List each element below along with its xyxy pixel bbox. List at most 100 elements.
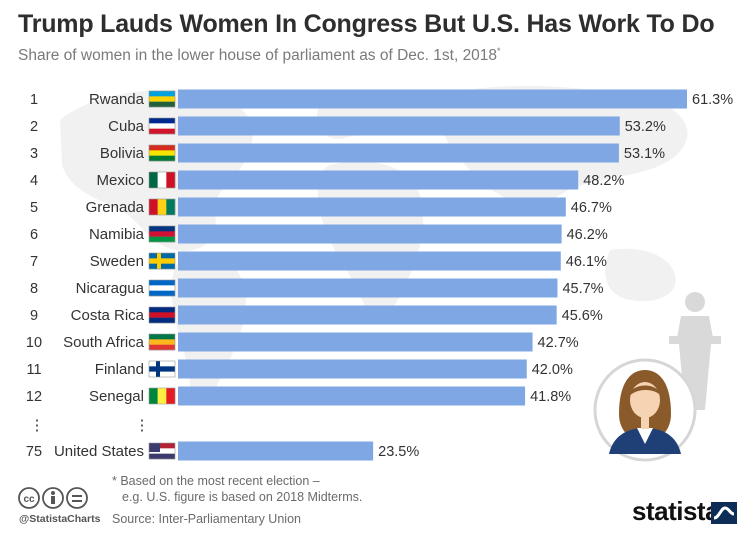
bar-row: 8 Nicaragua 45.7% bbox=[30, 278, 604, 298]
rank-label: 10 bbox=[26, 335, 42, 351]
flag-stripe bbox=[149, 317, 175, 324]
country-label: United States bbox=[54, 443, 144, 460]
flag-stripe bbox=[149, 91, 175, 97]
value-label: 61.3% bbox=[692, 92, 733, 108]
flag-border bbox=[148, 333, 176, 351]
value-label: 23.5% bbox=[378, 444, 419, 460]
bar-row: 11 Finland 42.0% bbox=[26, 359, 573, 379]
flag-stripe bbox=[157, 199, 167, 215]
flag-icon bbox=[148, 225, 176, 243]
flag-stripe bbox=[149, 155, 175, 162]
country-label: Nicaragua bbox=[76, 280, 145, 297]
rank-label: 6 bbox=[30, 227, 38, 243]
bar bbox=[178, 143, 619, 163]
country-label: Senegal bbox=[89, 388, 144, 405]
flag-stripe bbox=[149, 263, 175, 270]
value-label: 41.8% bbox=[530, 389, 571, 405]
flag-icon bbox=[148, 333, 176, 351]
flag-stripe bbox=[149, 231, 175, 237]
bar-row: 3 Bolivia 53.1% bbox=[30, 143, 665, 163]
bar bbox=[178, 441, 374, 461]
bar-row: 9 Costa Rica 45.6% bbox=[30, 305, 603, 325]
flag-border bbox=[148, 171, 176, 189]
chart-title: Trump Lauds Women In Congress But U.S. H… bbox=[18, 10, 715, 38]
flag-stripe bbox=[149, 339, 175, 345]
flag-icon bbox=[148, 387, 176, 405]
flag-stripe bbox=[149, 290, 175, 297]
country-label: Sweden bbox=[90, 253, 144, 270]
value-label: 45.6% bbox=[562, 308, 603, 324]
flag-stripe bbox=[157, 172, 167, 188]
bar bbox=[178, 278, 558, 298]
flag-stripe bbox=[149, 361, 175, 367]
flag-stripe bbox=[149, 312, 175, 318]
twitter-handle[interactable]: @StatistaCharts bbox=[19, 513, 101, 525]
value-label: 45.7% bbox=[562, 281, 603, 297]
flag-stripe bbox=[149, 118, 175, 124]
bar bbox=[178, 116, 620, 136]
chart-subtitle: Share of women in the lower house of par… bbox=[18, 46, 501, 65]
flag-stripe bbox=[149, 366, 175, 372]
flag-stripe bbox=[149, 443, 175, 449]
license-icons[interactable]: cc bbox=[18, 487, 98, 511]
bar bbox=[178, 386, 526, 406]
rank-label: 9 bbox=[30, 308, 38, 324]
flag-stripe bbox=[166, 172, 176, 188]
flag-border bbox=[148, 442, 176, 460]
value-label: 46.7% bbox=[571, 200, 612, 216]
bar-row: 10 South Africa 42.7% bbox=[26, 332, 579, 352]
flag-stripe bbox=[149, 259, 175, 263]
subtitle-footnote-mark: * bbox=[497, 46, 501, 56]
rank-label: 2 bbox=[30, 119, 38, 135]
flag-stripe bbox=[149, 172, 158, 188]
flag-stripe bbox=[149, 145, 175, 151]
bar bbox=[178, 359, 527, 379]
rank-label: 4 bbox=[30, 173, 38, 189]
value-label: 48.2% bbox=[583, 173, 624, 189]
bar-rows: 1 Rwanda 61.3% 2 Cuba 53.2% 3 Bolivia 53.1% 4 Mexi… bbox=[26, 89, 733, 461]
bar bbox=[178, 305, 557, 325]
flag-stripe bbox=[149, 307, 175, 313]
bar-chart: 1 Rwanda 61.3% 2 Cuba 53.2% 3 Bolivia 53.1% 4 Mexi… bbox=[26, 85, 733, 461]
flag-stripe bbox=[166, 199, 176, 215]
statista-logo[interactable]: statista bbox=[632, 496, 720, 526]
flag-border bbox=[148, 360, 176, 378]
rank-label: 1 bbox=[30, 92, 38, 108]
by-icon[interactable] bbox=[42, 487, 64, 509]
footnote-line-1: * Based on the most recent election – bbox=[112, 474, 320, 488]
illustration bbox=[593, 292, 721, 462]
flag-border bbox=[148, 144, 176, 162]
flag-stripe bbox=[149, 96, 175, 102]
bar-row: 1 Rwanda 61.3% bbox=[30, 89, 733, 109]
rank-label: 3 bbox=[30, 146, 38, 162]
bar-row: 75 United States 23.5% bbox=[26, 441, 419, 461]
bar-row: 6 Namibia 46.2% bbox=[30, 224, 608, 244]
bar bbox=[178, 89, 687, 109]
equals-icon[interactable] bbox=[66, 487, 88, 509]
country-label: Grenada bbox=[86, 199, 145, 216]
country-label: Costa Rica bbox=[71, 307, 145, 324]
flag-stripe bbox=[166, 388, 176, 404]
flag-icon bbox=[148, 252, 176, 270]
flag-stripe bbox=[149, 199, 158, 215]
bar-row: 2 Cuba 53.2% bbox=[30, 116, 666, 136]
flag-icon bbox=[148, 171, 176, 189]
bar bbox=[178, 332, 533, 352]
flag-stripe bbox=[149, 443, 160, 452]
woman-avatar-icon bbox=[593, 358, 697, 462]
flag-icon bbox=[148, 360, 176, 378]
flag-stripe bbox=[149, 285, 175, 291]
country-label: Finland bbox=[95, 361, 144, 378]
flag-icon bbox=[148, 198, 176, 216]
bar-row: 7 Sweden 46.1% bbox=[30, 251, 607, 271]
flag-icon bbox=[148, 306, 176, 324]
bar bbox=[178, 251, 561, 271]
cc-icon[interactable]: cc bbox=[18, 487, 40, 509]
value-label: 46.2% bbox=[567, 227, 608, 243]
country-label: Mexico bbox=[96, 172, 144, 189]
flag-stripe bbox=[156, 361, 160, 377]
flag-stripe bbox=[157, 388, 167, 404]
source-note: Source: Inter-Parliamentary Union bbox=[112, 512, 301, 526]
flag-border bbox=[148, 279, 176, 297]
flag-stripe bbox=[149, 101, 175, 108]
